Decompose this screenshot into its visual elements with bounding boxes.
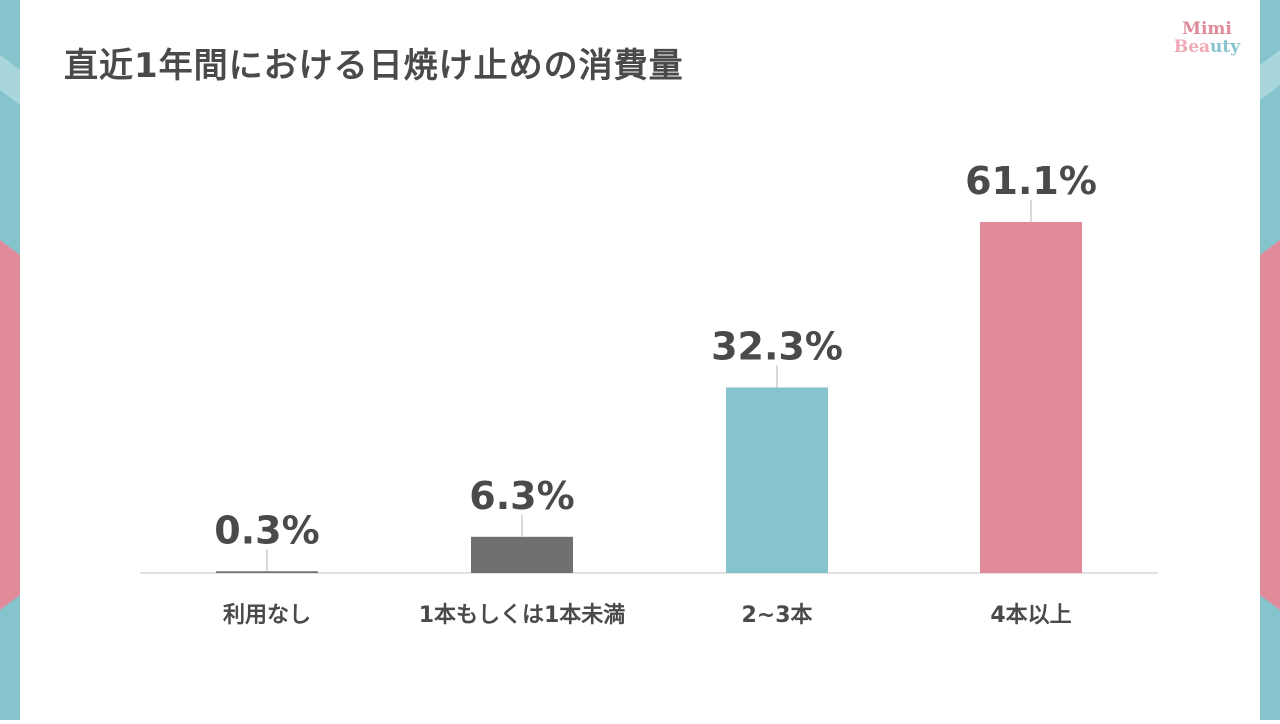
data-label-2: 6.3%: [469, 474, 574, 518]
bar-2: [471, 536, 573, 573]
data-label-3: 32.3%: [711, 324, 843, 368]
bar-4: [980, 222, 1082, 573]
left-decorative-stripe: [0, 0, 20, 720]
page-title: 直近1年間における日焼け止めの消費量: [64, 46, 684, 86]
logo-line-2b: uty: [1210, 37, 1241, 57]
category-label-1: 利用なし: [223, 603, 311, 628]
right-stripe-graphic: [1260, 0, 1280, 720]
logo-line-2: Beauty: [1170, 38, 1244, 56]
logo-line-2a: Bea: [1173, 37, 1211, 57]
category-label-2: 1本もしくは1本未満: [419, 602, 626, 628]
logo-line-1: Mimi: [1182, 19, 1232, 39]
data-label-4: 61.1%: [965, 159, 1097, 203]
bar-1: [216, 571, 318, 573]
brand-logo: Mimi Beauty: [1170, 20, 1244, 56]
category-label-3: 2~3本: [741, 603, 812, 628]
bar-3: [726, 387, 828, 573]
data-label-1: 0.3%: [214, 508, 319, 552]
right-decorative-stripe: [1260, 0, 1280, 720]
category-label-4: 4本以上: [990, 603, 1071, 628]
left-stripe-graphic: [0, 0, 20, 720]
